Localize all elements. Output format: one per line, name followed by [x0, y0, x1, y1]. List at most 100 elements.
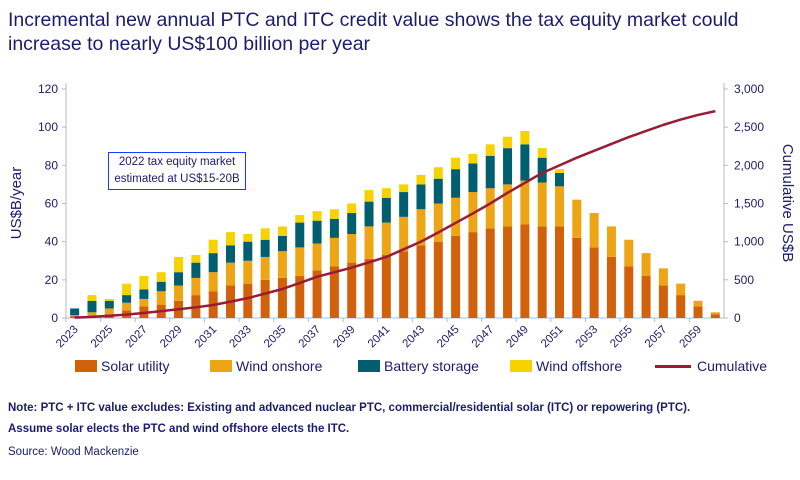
- bar-battery: [104, 300, 114, 309]
- bar-solar: [693, 306, 703, 318]
- chart-title: Incremental new annual PTC and ITC credi…: [8, 9, 739, 55]
- y-tick-label: 100: [38, 120, 58, 134]
- bar-wind-onshore: [70, 315, 80, 317]
- bar-wind-onshore: [243, 260, 253, 284]
- legend-label: Battery storage: [384, 358, 479, 374]
- bar-solar: [295, 276, 305, 318]
- legend-label: Wind onshore: [236, 358, 323, 374]
- bar-battery: [156, 281, 166, 292]
- bar-wind-onshore: [485, 188, 495, 229]
- bar-wind-offshore: [468, 153, 478, 164]
- bar-wind-onshore: [191, 277, 201, 296]
- bar-solar: [520, 224, 530, 318]
- bar-battery: [451, 169, 461, 198]
- y-tick-label: 60: [45, 197, 59, 211]
- bar-solar: [381, 255, 391, 318]
- note-line-1: Note: PTC + ITC value excludes: Existing…: [8, 402, 691, 414]
- bar-solar: [433, 241, 443, 318]
- bar-wind-offshore: [537, 148, 547, 158]
- bar-solar: [416, 245, 426, 318]
- bar-battery: [174, 272, 184, 286]
- legend-swatch: [510, 360, 532, 372]
- bar-wind-onshore: [399, 216, 409, 252]
- bar-wind-offshore: [295, 214, 305, 223]
- bar-solar: [606, 256, 616, 318]
- bar-battery: [139, 289, 149, 299]
- bar-wind-offshore: [520, 130, 530, 145]
- bar-wind-offshore: [191, 255, 201, 263]
- bar-solar: [364, 258, 374, 318]
- bar-battery: [347, 213, 357, 235]
- note-line-2: Assume solar elects the PTC and wind off…: [8, 423, 350, 435]
- bar-battery: [399, 192, 409, 217]
- bar-wind-onshore: [364, 226, 374, 259]
- bar-solar: [624, 266, 634, 318]
- bar-solar: [260, 279, 270, 318]
- bar-wind-offshore: [139, 276, 149, 290]
- bar-solar: [676, 295, 686, 318]
- legend-wind-offshore: Wind offshore: [510, 358, 655, 374]
- legend-cumulative: Cumulative: [655, 358, 767, 374]
- bar-wind-onshore: [641, 253, 651, 277]
- bar-battery: [433, 178, 443, 204]
- x-tick-label: 2035: [262, 324, 289, 351]
- bar-wind-onshore: [104, 308, 114, 315]
- bar-wind-offshore: [347, 203, 357, 214]
- x-tick-label: 2029: [158, 324, 185, 351]
- x-tick-label: 2047: [470, 324, 497, 351]
- bar-solar: [503, 226, 513, 318]
- bar-wind-onshore: [606, 226, 616, 257]
- bar-wind-offshore: [399, 184, 409, 193]
- bar-battery: [537, 157, 547, 183]
- y2-tick-label: 2,000: [734, 158, 764, 172]
- bar-wind-offshore: [555, 169, 564, 173]
- bar-battery: [468, 163, 478, 193]
- x-tick-label: 2033: [227, 324, 254, 351]
- bar-battery: [381, 197, 391, 223]
- bar-wind-onshore: [555, 186, 564, 227]
- bar-wind-offshore: [503, 136, 513, 149]
- bar-wind-onshore: [658, 268, 668, 286]
- bar-battery: [260, 239, 270, 257]
- bar-wind-onshore: [710, 312, 720, 315]
- bar-battery: [208, 253, 218, 273]
- x-tick-label: 2031: [193, 324, 220, 351]
- bar-wind-onshore: [624, 239, 634, 267]
- bar-solar: [641, 276, 651, 318]
- bar-wind-onshore: [122, 302, 132, 311]
- bar-wind-onshore: [433, 203, 443, 242]
- cumulative-line: [74, 109, 716, 319]
- x-tick-label: 2027: [123, 324, 150, 351]
- x-tick-label: 2059: [678, 324, 705, 351]
- bar-wind-offshore: [243, 234, 253, 242]
- bar-battery: [226, 245, 235, 263]
- bar-wind-onshore: [520, 180, 530, 225]
- bar-solar: [468, 232, 478, 318]
- annotation-box: 2022 tax equity market estimated at US$1…: [108, 152, 246, 190]
- bar-solar: [243, 283, 253, 318]
- bar-solar: [710, 314, 720, 318]
- bar-wind-offshore: [87, 295, 97, 301]
- source: Source: Wood Mackenzie: [8, 446, 139, 458]
- bar-wind-onshore: [451, 197, 461, 236]
- bar-solar: [451, 235, 461, 318]
- chart-area: 0 20 40 60 80 100 120 0 500 1,000 1,500 2,000 2,500 3…: [8, 82, 796, 351]
- bar-wind-onshore: [174, 285, 184, 301]
- y2-tick-label: 500: [734, 273, 754, 287]
- y-tick-label: 20: [45, 273, 59, 287]
- bar-wind-offshore: [122, 283, 132, 296]
- bar-battery: [329, 218, 339, 238]
- x-tick-label: 2039: [331, 324, 358, 351]
- bar-solar: [347, 262, 357, 318]
- x-tick-label: 2045: [435, 324, 462, 351]
- legend: Solar utility Wind onshore Battery stora…: [75, 358, 767, 374]
- bar-wind-onshore: [295, 247, 305, 277]
- bar-wind-offshore: [277, 226, 287, 236]
- bar-wind-offshore: [156, 272, 166, 282]
- bar-wind-onshore: [381, 222, 391, 256]
- legend-swatch: [75, 360, 97, 372]
- y-tick-label: 120: [38, 82, 58, 96]
- bar-battery: [87, 300, 97, 313]
- bar-solar: [312, 270, 322, 318]
- bar-solar: [537, 226, 547, 318]
